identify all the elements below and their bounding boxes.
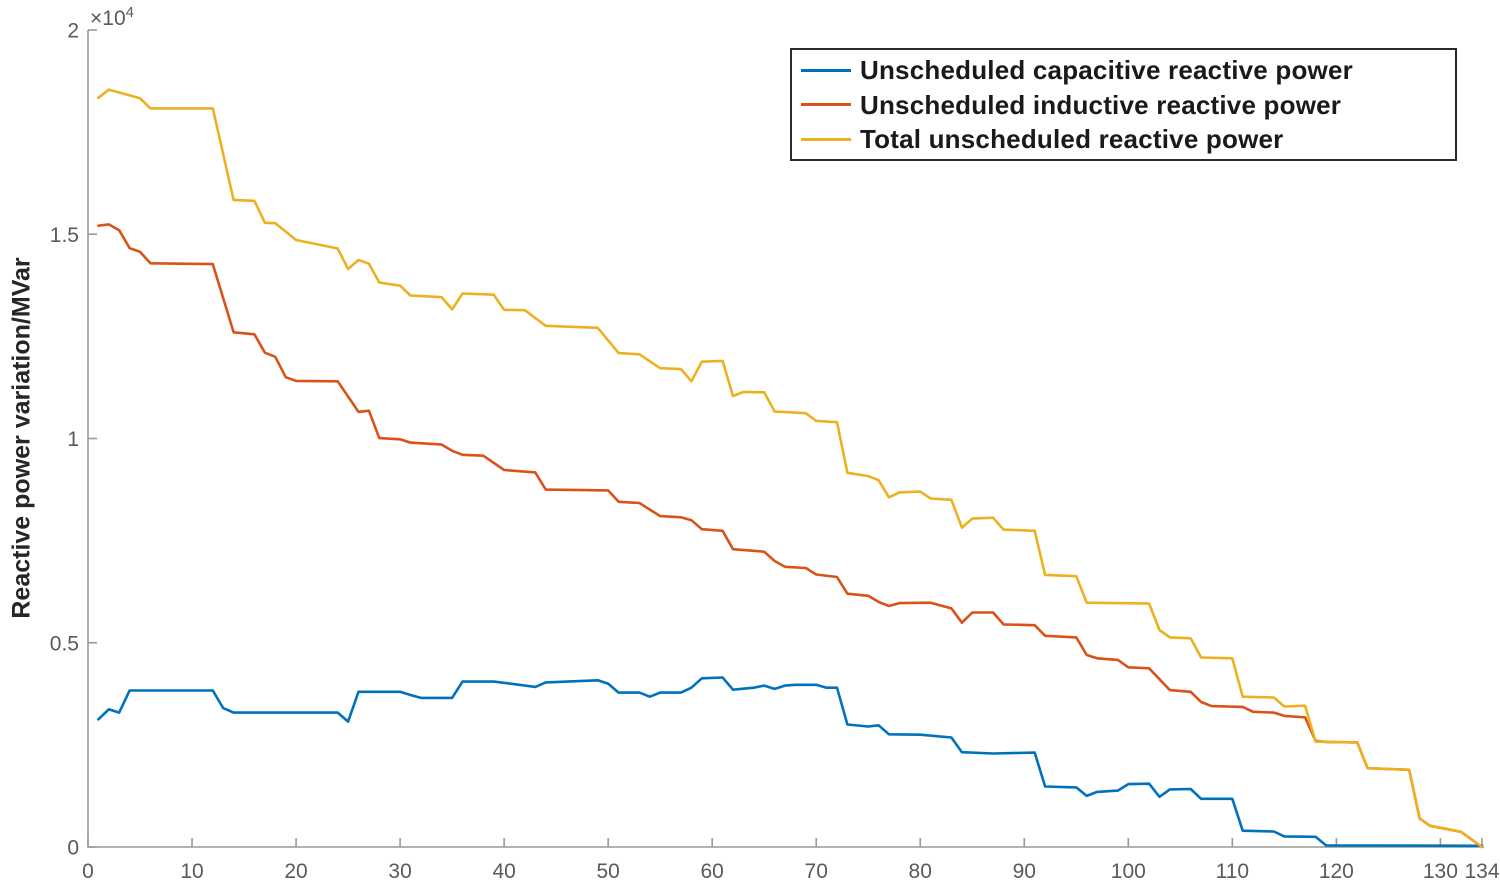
y-tick-label: 0 [67,837,79,860]
y-axis-label: Reactive power variation/MVar [7,257,36,619]
legend-item-unscheduled-inductive-reactive-power: Unscheduled inductive reactive power [792,88,1455,121]
y-tick-label: 1 [67,428,79,451]
x-tick-label: 134 [1464,860,1499,880]
y-tick-label: 1.5 [50,224,79,247]
y-axis-exponent-power: 4 [125,4,134,21]
legend: Unscheduled capacitive reactive power Uns… [790,48,1457,161]
legend-label-unscheduled-capacitive-reactive-power: Unscheduled capacitive reactive power [860,55,1353,85]
x-tick-label: 100 [1111,860,1146,880]
legend-line-swatch-total-unscheduled-reactive-power [801,137,851,141]
legend-item-unscheduled-capacitive-reactive-power: Unscheduled capacitive reactive power [792,54,1455,87]
y-tick-label: 0.5 [50,632,79,655]
x-tick-label: 120 [1319,860,1354,880]
x-tick-label: 0 [82,860,94,880]
legend-line-swatch-unscheduled-capacitive-reactive-power [801,68,851,72]
x-tick-label: 30 [388,860,411,880]
legend-item-total-unscheduled-reactive-power: Total unscheduled reactive power [792,123,1455,156]
series-line-unscheduled-inductive-reactive-power [97,223,1484,849]
x-tick-label: 50 [596,860,619,880]
x-tick-label: 40 [492,860,515,880]
x-tick-label: 60 [700,860,723,880]
x-tick-label: 70 [805,860,828,880]
x-tick-label: 110 [1216,860,1249,880]
x-tick-label: 10 [180,860,203,880]
y-tick-label: 2 [67,20,79,43]
x-tick-label: 20 [284,860,307,880]
legend-line-swatch-unscheduled-inductive-reactive-power [801,103,851,106]
legend-label-total-unscheduled-reactive-power: Total unscheduled reactive power [860,124,1284,154]
series-line-unscheduled-capacitive-reactive-power [97,676,1484,848]
y-axis-exponent: ×104 [90,4,134,31]
x-tick-label: 90 [1013,860,1036,880]
x-tick-label: 130 [1423,860,1458,880]
series-line-total-unscheduled-reactive-power [97,88,1484,849]
x-tick-label: 80 [909,860,932,880]
y-axis-exponent-base: ×10 [90,7,126,30]
legend-label-unscheduled-inductive-reactive-power: Unscheduled inductive reactive power [860,89,1342,120]
